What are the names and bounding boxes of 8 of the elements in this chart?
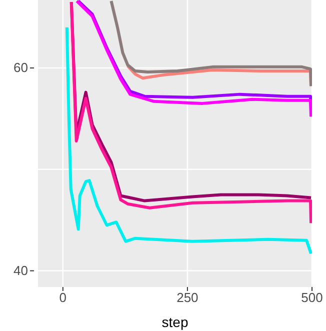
y-tick-label: 40: [14, 262, 28, 278]
x-axis-title: step: [162, 314, 188, 330]
x-tick-label: 0: [59, 290, 67, 306]
line-series: [65, 26, 312, 256]
x-tick-label: 250: [176, 290, 198, 306]
y-tick-label: 60: [14, 60, 28, 75]
line-series: [110, 0, 312, 88]
x-tick-label: 500: [301, 290, 323, 306]
